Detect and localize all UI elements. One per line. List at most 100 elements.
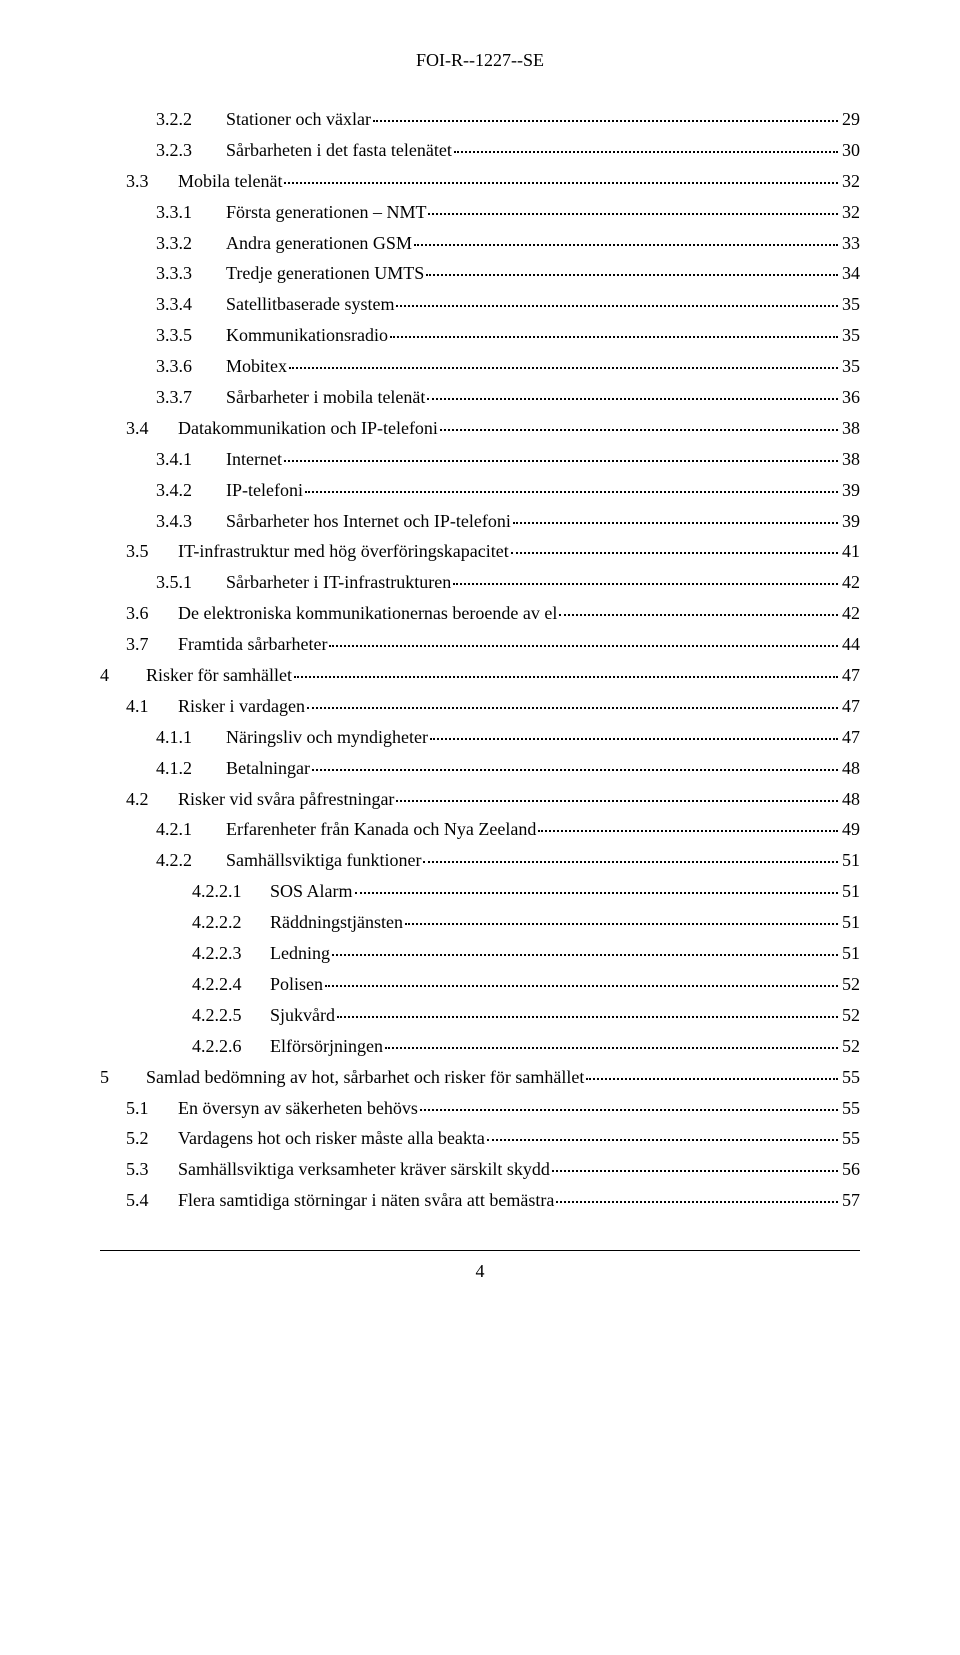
toc-entry-page: 51 [840, 847, 860, 875]
toc-entry-page: 39 [840, 508, 860, 536]
toc-entry-number: 4.1 [100, 693, 178, 721]
toc-entry-title: Näringsliv och myndigheter [226, 724, 428, 752]
toc-entry-number: 3.3.4 [100, 291, 226, 319]
toc-entry-title: Framtida sårbarheter [178, 631, 327, 659]
toc-entry-page: 35 [840, 322, 860, 350]
toc-entry: 3.6De elektroniska kommunikationernas be… [100, 600, 860, 628]
dot-leader [355, 876, 838, 894]
toc-entry: 3.4Datakommunikation och IP-telefoni38 [100, 415, 860, 443]
toc-entry: 5Samlad bedömning av hot, sårbarhet och … [100, 1064, 860, 1092]
toc-entry: 4.1.1Näringsliv och myndigheter47 [100, 724, 860, 752]
toc-entry-page: 55 [840, 1095, 860, 1123]
toc-entry: 4Risker för samhället47 [100, 662, 860, 690]
toc-entry: 3.3.1Första generationen – NMT32 [100, 199, 860, 227]
toc-entry-number: 4.2.1 [100, 816, 226, 844]
toc-entry-page: 51 [840, 940, 860, 968]
toc-entry-title: Sårbarheten i det fasta telenätet [226, 137, 452, 165]
toc-entry-title: Satellitbaserade system [226, 291, 394, 319]
toc-entry-page: 34 [840, 260, 860, 288]
toc-entry-title: Sjukvård [270, 1002, 335, 1030]
toc-entry-title: Erfarenheter från Kanada och Nya Zeeland [226, 816, 536, 844]
toc-entry-number: 4.2.2.3 [100, 940, 270, 968]
toc-entry: 5.3Samhällsviktiga verksamheter kräver s… [100, 1156, 860, 1184]
toc-entry: 5.2Vardagens hot och risker måste alla b… [100, 1125, 860, 1153]
toc-entry: 3.4.1Internet38 [100, 446, 860, 474]
toc-entry-title: Tredje generationen UMTS [226, 260, 424, 288]
toc-entry-title: Sårbarheter hos Internet och IP-telefoni [226, 508, 511, 536]
toc-entry-page: 55 [840, 1064, 860, 1092]
toc-entry-page: 42 [840, 569, 860, 597]
toc-entry-title: Ledning [270, 940, 330, 968]
toc-entry-number: 5.2 [100, 1125, 178, 1153]
toc-entry-title: Internet [226, 446, 282, 474]
toc-entry: 4.2Risker vid svåra påfrestningar48 [100, 786, 860, 814]
toc-entry-title: Kommunikationsradio [226, 322, 388, 350]
toc-entry: 4.2.2.4Polisen52 [100, 971, 860, 999]
toc-entry-page: 30 [840, 137, 860, 165]
toc-entry: 4.2.1Erfarenheter från Kanada och Nya Ze… [100, 816, 860, 844]
toc-entry-page: 32 [840, 168, 860, 196]
table-of-contents: 3.2.2Stationer och växlar293.2.3Sårbarhe… [100, 106, 860, 1215]
toc-entry-page: 52 [840, 971, 860, 999]
toc-entry-title: IP-telefoni [226, 477, 303, 505]
toc-entry-number: 3.3.2 [100, 230, 226, 258]
toc-entry-title: SOS Alarm [270, 878, 353, 906]
toc-entry-page: 48 [840, 786, 860, 814]
dot-leader [414, 228, 838, 246]
toc-entry-number: 3.2.2 [100, 106, 226, 134]
toc-entry-title: Polisen [270, 971, 323, 999]
toc-entry-page: 35 [840, 353, 860, 381]
toc-entry-page: 52 [840, 1033, 860, 1061]
toc-entry-number: 3.3.5 [100, 322, 226, 350]
toc-entry-page: 51 [840, 909, 860, 937]
toc-entry-number: 4.2.2.1 [100, 878, 270, 906]
toc-entry-title: Vardagens hot och risker måste alla beak… [178, 1125, 485, 1153]
toc-entry: 3.3.5Kommunikationsradio 35 [100, 322, 860, 350]
toc-entry-page: 35 [840, 291, 860, 319]
toc-entry-page: 52 [840, 1002, 860, 1030]
dot-leader [396, 784, 838, 802]
toc-entry-number: 5.4 [100, 1187, 178, 1215]
toc-entry-page: 47 [840, 693, 860, 721]
toc-entry-page: 36 [840, 384, 860, 412]
toc-entry: 3.4.3Sårbarheter hos Internet och IP-tel… [100, 508, 860, 536]
dot-leader [312, 753, 838, 771]
toc-entry-number: 3.3.1 [100, 199, 226, 227]
toc-entry: 3.3Mobila telenät32 [100, 168, 860, 196]
dot-leader [329, 629, 838, 647]
dot-leader [337, 1000, 838, 1018]
toc-entry-title: Datakommunikation och IP-telefoni [178, 415, 438, 443]
toc-entry-page: 49 [840, 816, 860, 844]
toc-entry-title: Flera samtidiga störningar i näten svåra… [178, 1187, 554, 1215]
toc-entry-number: 5.3 [100, 1156, 178, 1184]
toc-entry-page: 41 [840, 538, 860, 566]
toc-entry-title: Stationer och växlar [226, 106, 371, 134]
toc-entry-number: 4.1.2 [100, 755, 226, 783]
toc-entry-number: 3.5.1 [100, 569, 226, 597]
toc-entry-page: 47 [840, 724, 860, 752]
toc-entry-number: 5.1 [100, 1095, 178, 1123]
toc-entry-page: 55 [840, 1125, 860, 1153]
dot-leader [454, 135, 838, 153]
toc-entry-page: 47 [840, 662, 860, 690]
toc-entry-number: 3.4.1 [100, 446, 226, 474]
toc-entry-page: 56 [840, 1156, 860, 1184]
toc-entry-page: 57 [840, 1187, 860, 1215]
toc-entry-title: De elektroniska kommunikationernas beroe… [178, 600, 557, 628]
dot-leader [294, 660, 838, 678]
toc-entry-number: 4.2.2 [100, 847, 226, 875]
dot-leader [511, 536, 838, 554]
toc-entry: 3.5.1Sårbarheter i IT-infrastrukturen42 [100, 569, 860, 597]
toc-entry-title: Mobila telenät [178, 168, 282, 196]
toc-entry-title: Elförsörjningen [270, 1033, 383, 1061]
dot-leader [284, 444, 838, 462]
toc-entry-title: Samlad bedömning av hot, sårbarhet och r… [146, 1064, 584, 1092]
toc-entry-number: 4.2.2.5 [100, 1002, 270, 1030]
toc-entry: 4.1.2Betalningar48 [100, 755, 860, 783]
dot-leader [427, 382, 838, 400]
toc-entry-number: 3.6 [100, 600, 178, 628]
toc-entry-title: Samhällsviktiga verksamheter kräver särs… [178, 1156, 550, 1184]
dot-leader [385, 1031, 838, 1049]
toc-entry: 4.2.2.2Räddningstjänsten51 [100, 909, 860, 937]
toc-entry-page: 32 [840, 199, 860, 227]
